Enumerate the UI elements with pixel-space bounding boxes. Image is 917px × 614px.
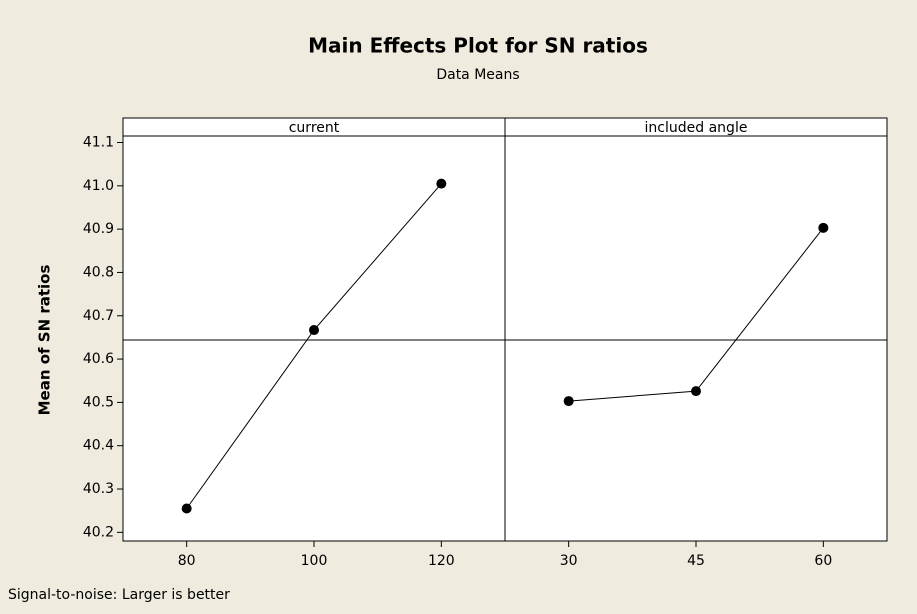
y-tick-label: 41.0 <box>83 178 114 194</box>
panel-label: current <box>289 120 340 136</box>
point <box>563 396 574 407</box>
y-tick-label: 40.5 <box>83 394 114 410</box>
point <box>181 503 192 514</box>
y-tick-label: 40.6 <box>83 351 114 367</box>
y-tick-label: 40.2 <box>83 524 114 540</box>
y-tick-label: 40.9 <box>83 221 114 237</box>
x-tick-label: 30 <box>560 553 578 569</box>
panel-label: included angle <box>645 120 748 136</box>
y-tick-label: 40.7 <box>83 308 114 324</box>
panel <box>504 117 888 542</box>
y-tick-label: 40.8 <box>83 264 114 280</box>
y-tick-label: 41.1 <box>83 134 114 150</box>
point <box>691 386 701 397</box>
x-tick-label: 100 <box>301 553 328 569</box>
point <box>818 222 829 233</box>
x-tick-label: 45 <box>687 553 705 569</box>
point <box>309 325 319 336</box>
point <box>436 178 447 189</box>
y-tick-label: 40.3 <box>83 481 114 497</box>
y-tick-label: 40.4 <box>83 438 114 454</box>
x-tick-label: 120 <box>428 553 455 569</box>
footnote: Signal-to-noise: Larger is better <box>8 587 230 603</box>
x-tick-label: 60 <box>814 553 832 569</box>
chart-title: Main Effects Plot for SN ratios <box>308 34 648 58</box>
y-axis-label: Mean of SN ratios <box>36 265 54 416</box>
chart-subtitle: Data Means <box>436 67 519 83</box>
x-tick-label: 80 <box>178 553 196 569</box>
